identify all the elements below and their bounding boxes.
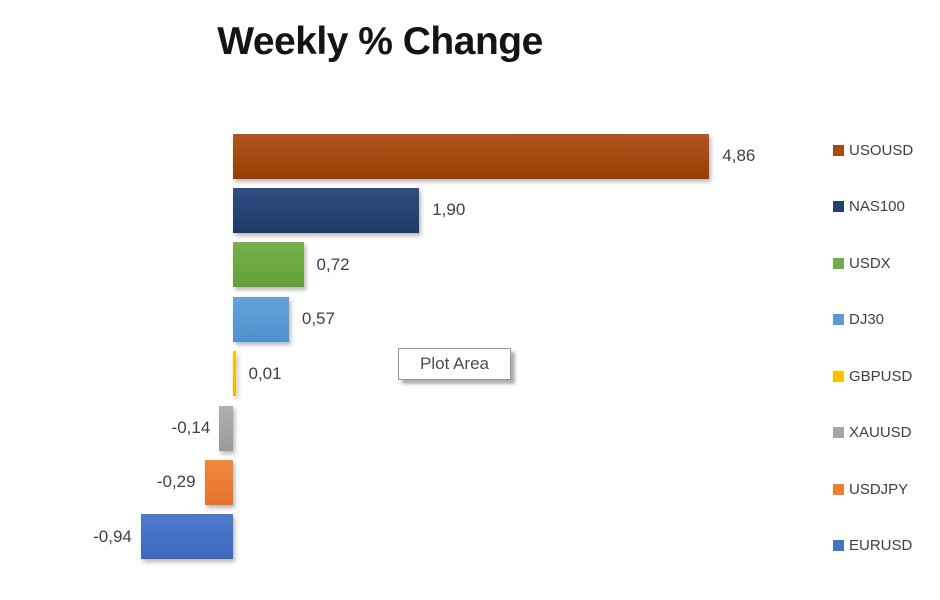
legend-label: DJ30 (849, 311, 885, 328)
legend-item-usdx[interactable]: USDX (833, 254, 891, 272)
bar-xauusd[interactable] (219, 405, 233, 451)
data-label-xauusd: -0,14 (171, 418, 211, 437)
chart-title: Weekly % Change (217, 20, 543, 63)
legend-swatch-icon (833, 201, 844, 212)
legend-label: USDX (849, 254, 891, 272)
legend-swatch-icon (833, 483, 844, 495)
bar-usdx[interactable] (233, 242, 304, 288)
legend-swatch-icon (833, 427, 844, 438)
bar-eurusd[interactable] (140, 514, 233, 560)
legend-swatch-icon (833, 314, 844, 325)
legend-label: XAUUSD (849, 424, 912, 441)
legend-item-xauusd[interactable]: XAUUSD (833, 424, 912, 442)
legend-swatch-icon (833, 257, 844, 269)
data-label-gbpusd: 0,01 (248, 363, 282, 383)
legend-label: EURUSD (849, 537, 913, 554)
data-label-dj30: 0,57 (301, 309, 335, 329)
legend-item-gbpusd[interactable]: GBPUSD (833, 367, 912, 385)
data-label-nas100: 1,90 (432, 200, 466, 220)
data-label-eurusd: -0,94 (93, 526, 132, 546)
legend-swatch-icon (833, 144, 844, 156)
legend-item-eurusd[interactable]: EURUSD (833, 537, 912, 555)
legend-item-usousd[interactable]: USOUSD (833, 141, 913, 159)
legend-item-dj30[interactable]: DJ30 (833, 311, 884, 329)
plot-area-tooltip: Plot Area (398, 348, 511, 380)
bar-nas100[interactable] (233, 187, 420, 233)
bar-usousd[interactable] (233, 133, 710, 179)
legend-label: NAS100 (849, 198, 905, 215)
data-label-usdx: 0,72 (316, 254, 350, 274)
legend-swatch-icon (833, 370, 844, 382)
bar-dj30[interactable] (233, 296, 289, 342)
legend-label: USOUSD (849, 141, 914, 159)
bar-gbpusd[interactable] (233, 351, 236, 397)
legend-swatch-icon (833, 540, 844, 551)
bar-usdjpy[interactable] (204, 459, 233, 505)
legend-label: USDJPY (849, 480, 909, 498)
plot-area-tooltip-label: Plot Area (420, 354, 489, 373)
legend-label: GBPUSD (849, 367, 913, 385)
data-label-usousd: 4,86 (722, 146, 756, 165)
data-label-usdjpy: -0,29 (156, 472, 196, 492)
legend-item-usdjpy[interactable]: USDJPY (833, 480, 908, 498)
legend-item-nas100[interactable]: NAS100 (833, 198, 905, 216)
